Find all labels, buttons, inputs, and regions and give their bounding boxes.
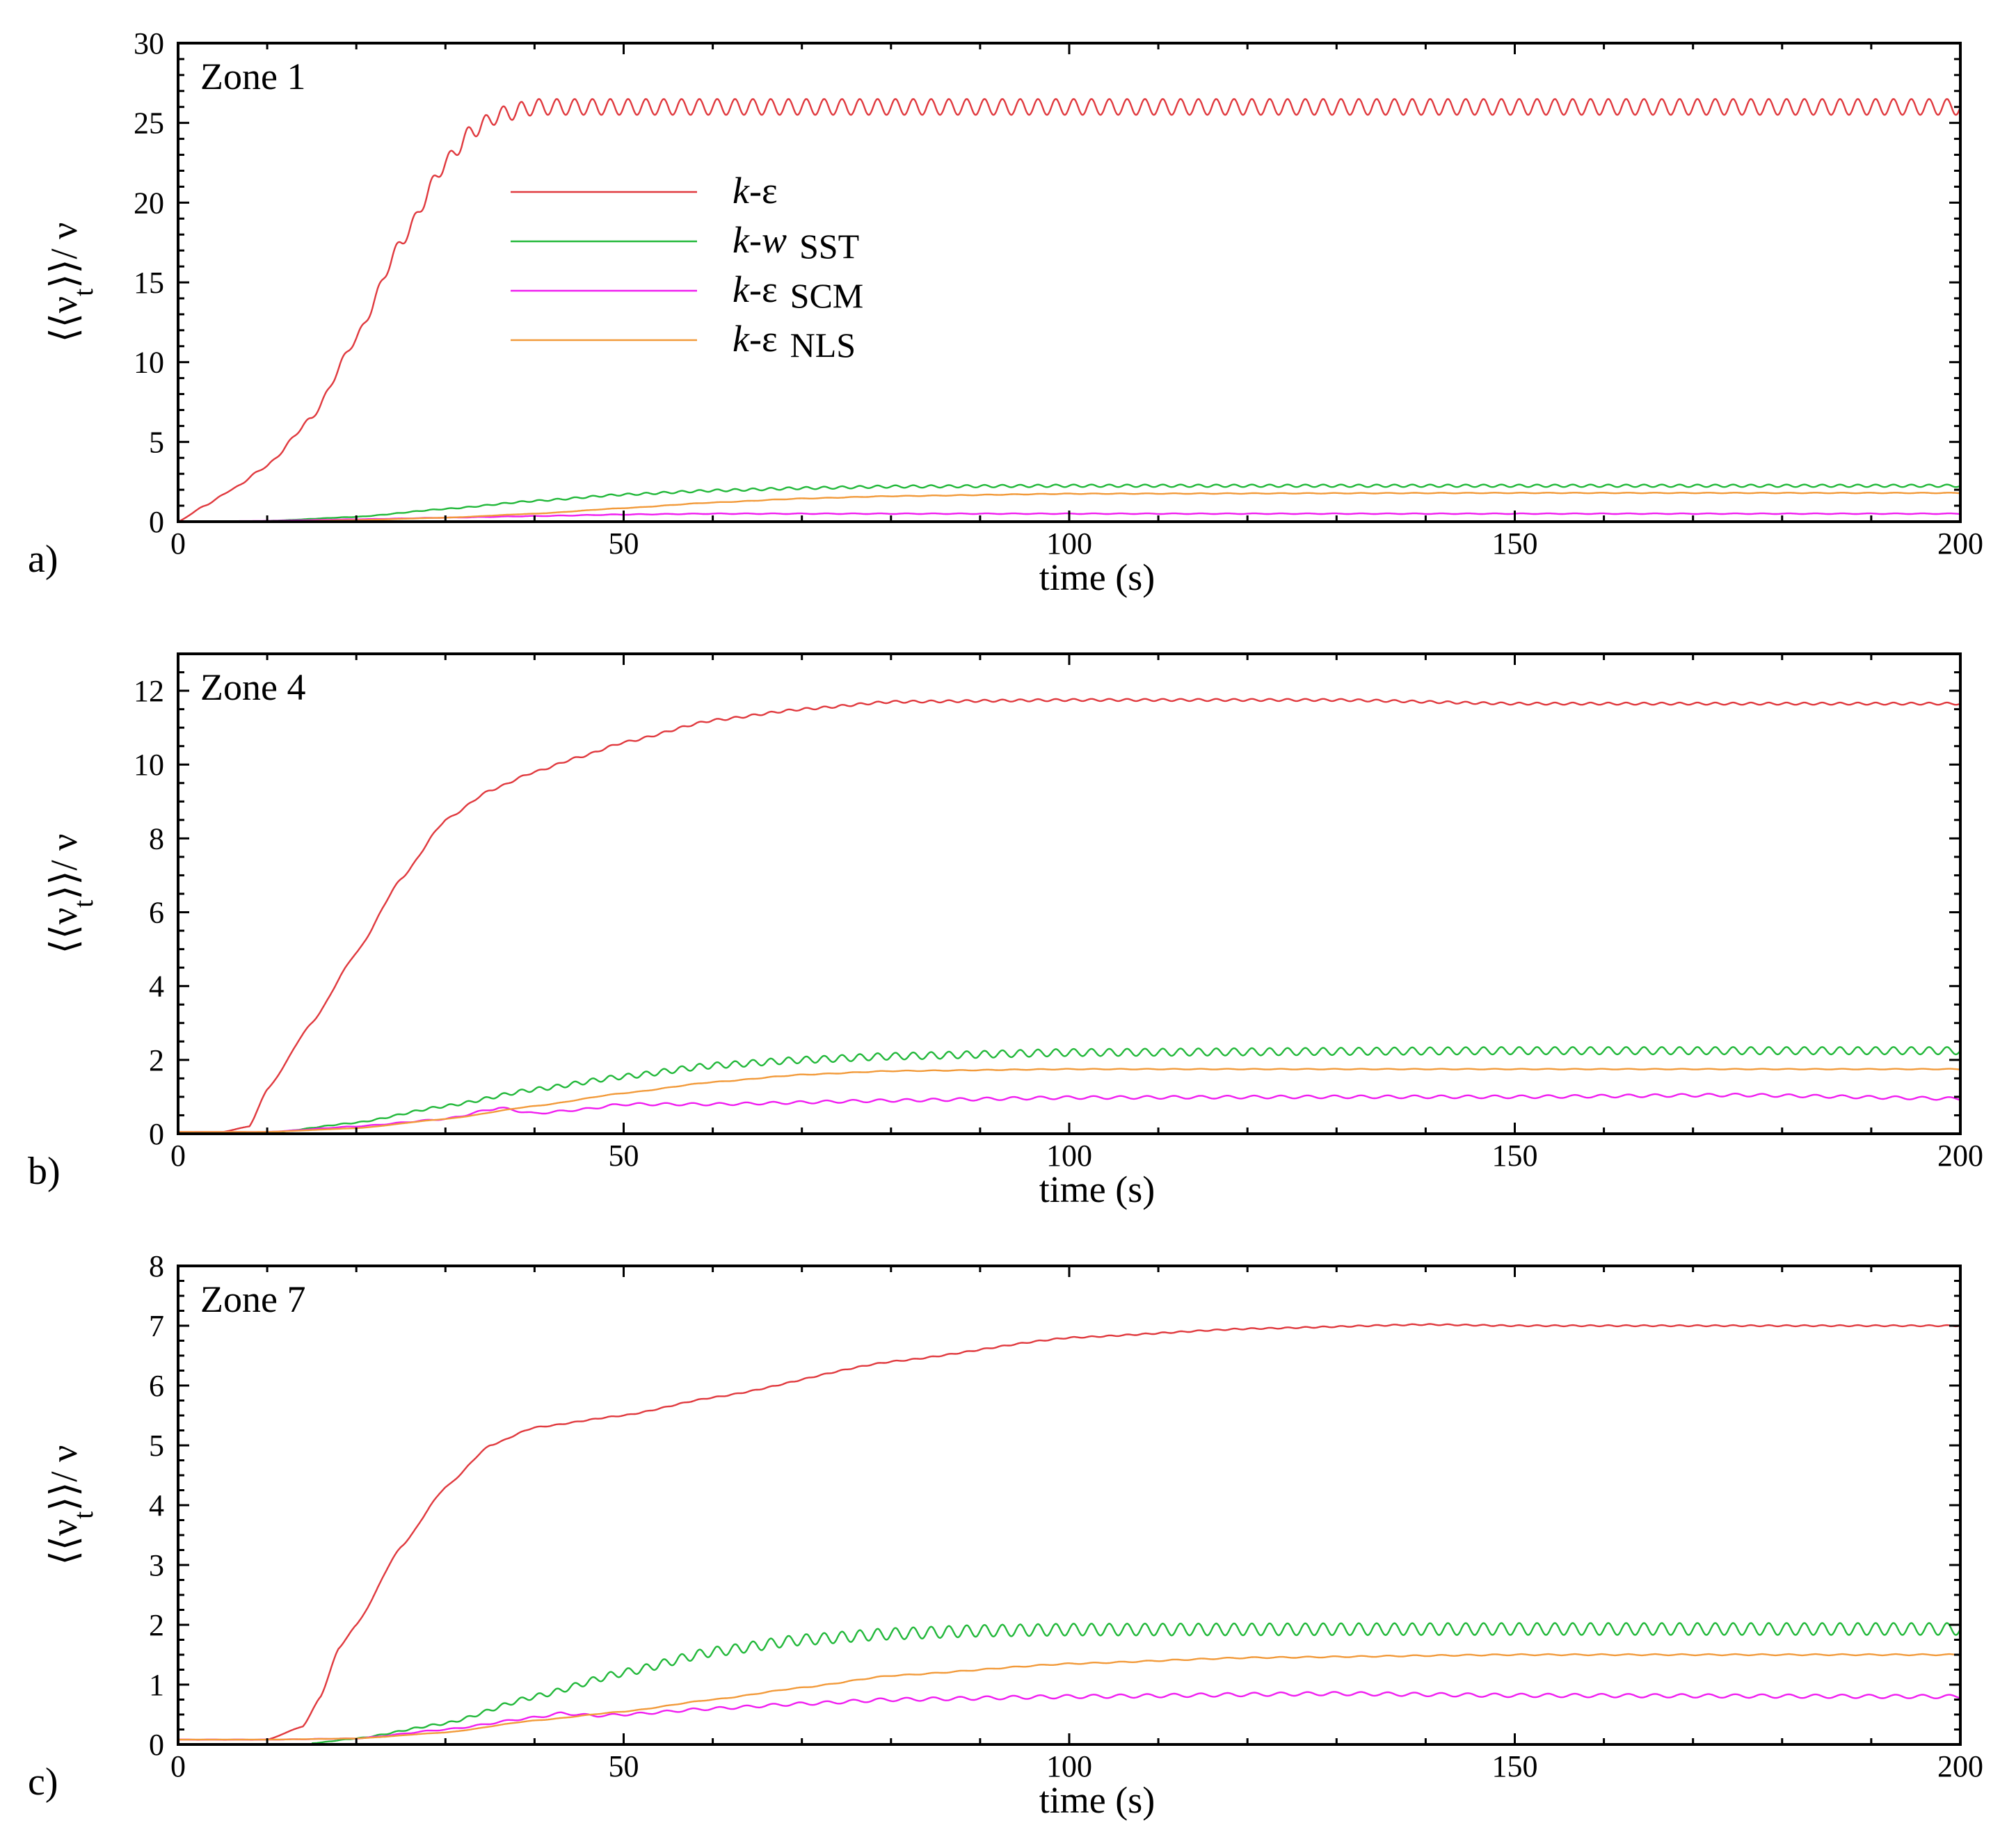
series-line-k-w-sst [267,483,1960,522]
series-line-k-eps-nls [267,492,1960,522]
y-tick-label: 4 [149,970,164,1004]
y-tick-label: 8 [149,821,164,856]
panel-letter: c) [28,1760,58,1804]
panel-3: 0 50 100 150 200 0 1 2 3 4 5 6 7 8 time (s) ⟨⟨νt⟩⟩/ ν Zo… [28,1249,1983,1821]
series-line-k-eps-nls [178,1068,1960,1133]
y-tick-label: 20 [134,186,164,220]
y-tick-label: 4 [149,1488,164,1523]
series-line-k-eps [178,698,1960,1133]
x-tick-label: 0 [170,527,186,561]
legend-entry-k-eps: k-ε [511,170,778,211]
x-tick-label: 50 [609,527,639,561]
legend-label: k-ε [733,170,778,211]
series-group [178,98,1960,522]
legend-entry-k-eps-scm: k-ε SCM [511,268,863,315]
y-tick-label: 7 [149,1309,164,1343]
panel-letter: a) [28,538,58,581]
panel-2: 0 50 100 150 200 0 2 4 6 8 10 12 time (s) ⟨⟨νt⟩⟩/ ν Zo… [28,652,1983,1210]
x-axis-title: time (s) [1039,1169,1155,1210]
y-tick-label: 1 [149,1668,164,1702]
zone-label: Zone 1 [200,56,305,97]
y-tick-label: 6 [149,1369,164,1403]
y-tick-label: 3 [149,1548,164,1582]
y-tick-label: 0 [149,1728,164,1762]
series-line-k-eps [178,1323,1960,1741]
x-tick-label: 150 [1492,1139,1538,1173]
series-line-k-eps-scm [178,1691,1960,1741]
x-tick-label: 100 [1046,1749,1092,1783]
series-line-k-eps [178,98,1960,522]
plot-frame [177,42,1962,523]
y-tick-label: 0 [149,1117,164,1151]
y-axis-title: ⟨⟨νt⟩⟩/ ν [43,223,99,343]
legend-label: k-ε NLS [733,318,856,364]
x-tick-label: 200 [1937,527,1983,561]
y-axis-title: ⟨⟨νt⟩⟩/ ν [43,834,99,954]
x-tick-label: 150 [1492,1749,1538,1783]
series-group [178,698,1960,1134]
panel-letter: b) [28,1150,61,1193]
legend-entry-k-eps-nls: k-ε NLS [511,318,856,364]
y-tick-label: 5 [149,1429,164,1463]
y-tick-label: 12 [134,674,164,708]
y-tick-label: 8 [149,1249,164,1283]
y-tick-label: 0 [149,505,164,539]
y-tick-label: 6 [149,896,164,930]
x-tick-label: 0 [170,1749,186,1783]
x-tick-label: 200 [1937,1139,1983,1173]
y-axis-title: ⟨⟨νt⟩⟩/ ν [43,1445,99,1566]
zone-label: Zone 7 [200,1278,305,1320]
y-tick-label: 2 [149,1043,164,1077]
x-tick-label: 100 [1046,527,1092,561]
y-tick-label: 5 [149,425,164,459]
series-line-k-w-sst [312,1622,1960,1744]
zone-label: Zone 4 [200,666,305,708]
panel-1: 0 50 100 150 200 0 5 10 15 20 25 30 time (s) ⟨⟨νt⟩⟩/ … [28,26,1983,598]
series-group [178,1323,1960,1744]
x-tick-label: 0 [170,1139,186,1173]
x-tick-label: 50 [609,1139,639,1173]
series-line-k-eps-scm [178,1092,1960,1133]
x-tick-label: 150 [1492,527,1538,561]
y-tick-label: 2 [149,1608,164,1642]
x-tick-label: 100 [1046,1139,1092,1173]
y-tick-label: 25 [134,106,164,141]
legend-label: k-ε SCM [733,268,863,315]
y-tick-label: 10 [134,748,164,782]
y-tick-label: 10 [134,346,164,380]
x-axis-title: time (s) [1039,1779,1155,1821]
legend-entry-k-w-sst: k-w SST [511,219,859,266]
x-tick-label: 200 [1937,1749,1983,1783]
series-line-k-w-sst [267,1046,1960,1134]
legend-label: k-w SST [733,219,859,266]
y-tick-label: 15 [134,266,164,300]
series-line-k-eps-nls [178,1653,1960,1741]
y-tick-label: 30 [134,26,164,61]
x-axis-title: time (s) [1039,556,1155,598]
plot-frame [177,652,1962,1135]
x-tick-label: 50 [609,1749,639,1783]
